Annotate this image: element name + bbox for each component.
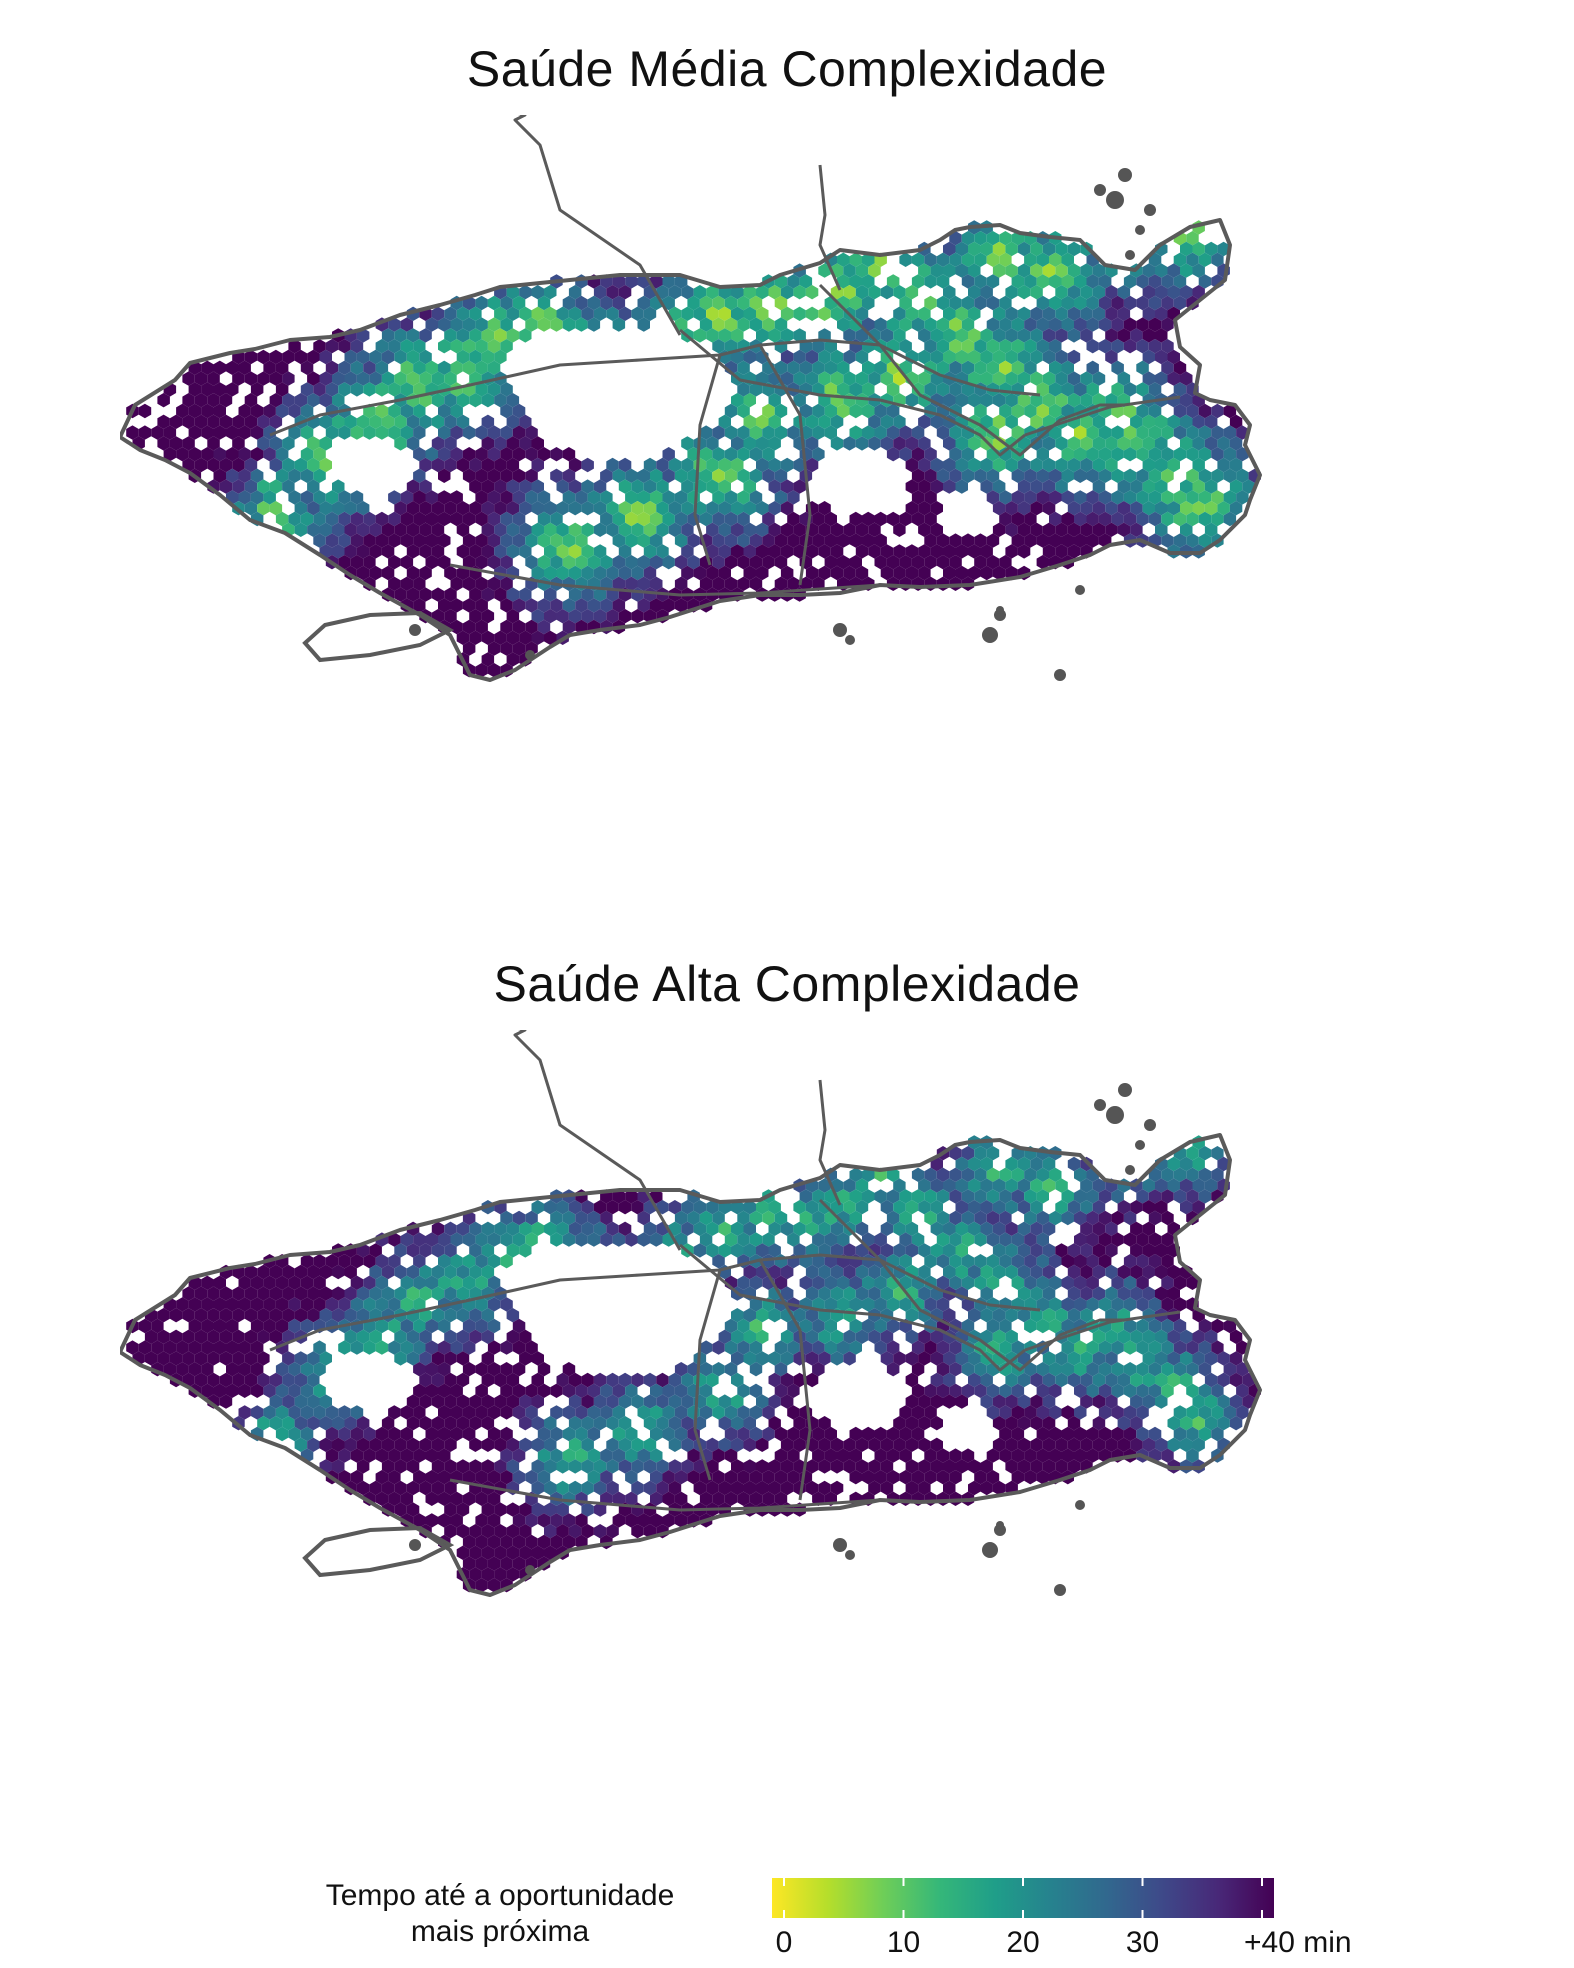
legend-tick-label: 10 [886,1926,921,1959]
island [1106,191,1124,209]
island [982,627,998,643]
island [845,635,855,645]
island [996,606,1004,614]
island [1075,585,1085,595]
legend-colorbar [772,1878,1274,1918]
island [525,1565,535,1575]
transit-line [269,338,881,437]
island [409,1539,421,1551]
transit-line [758,1259,812,1501]
island [1135,225,1145,235]
island [1094,184,1106,196]
transit-line [679,1243,1026,1372]
island [1118,1083,1132,1097]
island [1094,1099,1106,1111]
transit-line [513,1030,682,1251]
island [1144,204,1156,216]
panel-title-alta: Saúde Alta Complexidade [493,956,1081,1012]
island [1054,669,1066,681]
island [845,1550,855,1560]
transit-line [818,283,1041,397]
panel-title-media: Saúde Média Complexidade [466,41,1108,97]
island [1118,168,1132,182]
island [982,1542,998,1558]
island [1075,1500,1085,1510]
legend-title-line2: mais próxima [410,1915,590,1948]
legend-tick-label: 0 [775,1926,793,1959]
island [833,623,847,637]
transit-line [1024,395,1181,437]
legend-tick-label: +40 min [1244,1926,1352,1959]
transit-line [693,1269,722,1481]
legend-title-line1: Tempo até a oportunidade [325,1879,675,1912]
transit-line [1024,1310,1181,1352]
transit-line [679,328,1026,457]
lagoon-outline [302,1525,455,1578]
legend-tick-label: 20 [1006,1926,1040,1959]
map-saude-media-complexidade [120,115,1262,682]
transit-line [513,115,682,336]
island [996,1521,1004,1529]
legend-tick-label: 30 [1125,1926,1160,1959]
transit-line [878,1259,1125,1372]
transit-line [758,344,812,586]
island [409,624,421,636]
island [1054,1584,1066,1596]
transit-line [818,1079,842,1206]
lagoon-outline [302,610,455,663]
island [1144,1119,1156,1131]
transit-line [818,1198,1041,1312]
transit-line [269,1253,881,1352]
transit-line [693,354,722,566]
island [833,1538,847,1552]
island [1125,1165,1135,1175]
transit-line [878,344,1125,457]
map-saude-alta-complexidade [120,1030,1262,1597]
transit-line [449,563,881,597]
legend-title: Tempo até a oportunidade mais próxima [240,1878,760,1950]
island [1125,250,1135,260]
transit-line [818,164,842,291]
city-boundary [120,1133,1262,1597]
island [525,650,535,660]
island [1135,1140,1145,1150]
island [1106,1106,1124,1124]
city-boundary [120,218,1262,682]
transit-line [449,1478,881,1512]
